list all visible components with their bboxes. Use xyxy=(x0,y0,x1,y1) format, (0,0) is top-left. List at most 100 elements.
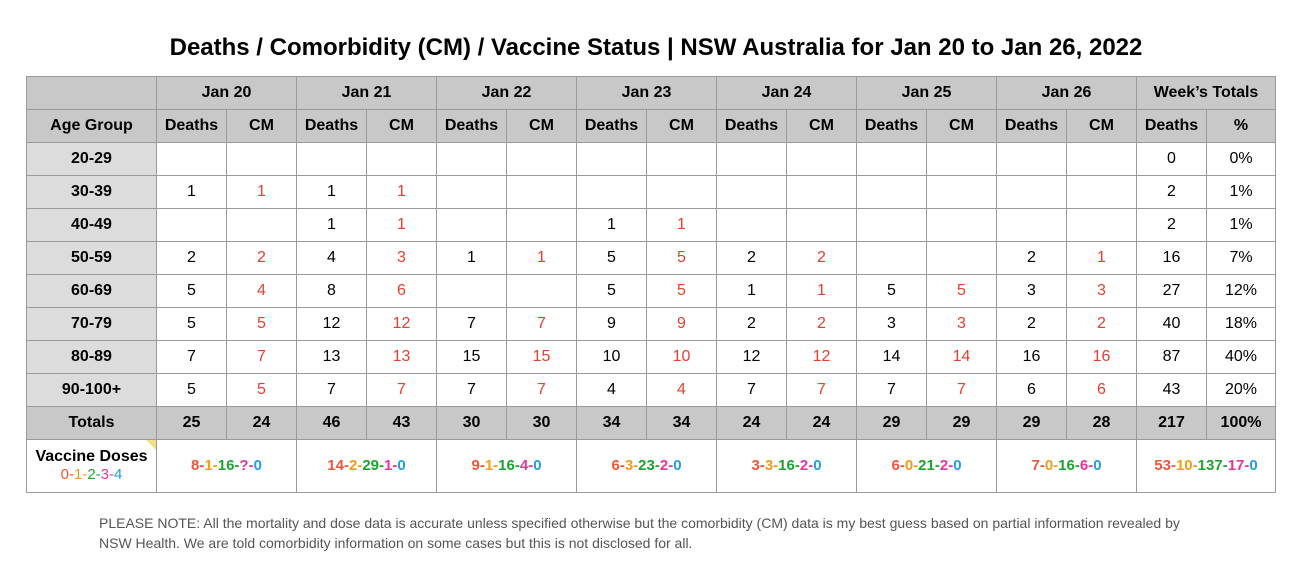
deaths-cell: 10 xyxy=(576,340,647,374)
deaths-cell xyxy=(576,175,647,209)
dose-separator: - xyxy=(1222,457,1228,474)
dose-count-4: 0 xyxy=(533,457,542,474)
vaccine-doses-label: Vaccine Doses xyxy=(35,448,148,465)
dose-count-0: 8 xyxy=(191,457,200,474)
cm-cell: 1 xyxy=(366,208,437,242)
cm-cell xyxy=(1066,208,1137,242)
deaths-total-cell: 30 xyxy=(436,406,507,440)
deaths-cell: 7 xyxy=(716,373,787,407)
cm-total-cell: 30 xyxy=(506,406,577,440)
deaths-header: Deaths xyxy=(996,109,1067,143)
table-row: 20-29 0 0% xyxy=(26,142,1277,176)
deaths-cell xyxy=(436,208,507,242)
deaths-cell: 5 xyxy=(576,274,647,308)
week-deaths-cell: 16 xyxy=(1136,241,1207,275)
dose-separator: - xyxy=(493,457,499,474)
deaths-cell: 1 xyxy=(716,274,787,308)
cm-total-cell: 24 xyxy=(786,406,857,440)
dose-separator: - xyxy=(619,457,625,474)
dose-count-3: 6 xyxy=(1079,457,1089,474)
dose-count-4: 0 xyxy=(813,457,822,474)
deaths-cell: 16 xyxy=(996,340,1067,374)
dose-count-0: 9 xyxy=(471,457,480,474)
dose-count-0: 6 xyxy=(611,457,620,474)
dose-count-3: 2 xyxy=(659,457,669,474)
deaths-cell: 4 xyxy=(576,373,647,407)
cm-cell: 1 xyxy=(366,175,437,209)
cm-cell: 2 xyxy=(786,307,857,341)
deaths-header: Deaths xyxy=(1136,109,1207,143)
dose-separator: - xyxy=(913,457,919,474)
dose-separator: - xyxy=(1074,457,1080,474)
dose-count-2: 16 xyxy=(1058,457,1075,474)
age-group-cell: 20-29 xyxy=(26,142,157,176)
cm-cell: 4 xyxy=(226,274,297,308)
cm-cell xyxy=(786,208,857,242)
dose-separator: - xyxy=(528,457,534,474)
cm-cell: 5 xyxy=(226,307,297,341)
deaths-cell: 5 xyxy=(156,274,227,308)
dose-count-4: 0 xyxy=(673,457,682,474)
day-dose-breakdown: 8-1-16-?-0 xyxy=(191,457,262,474)
deaths-header: Deaths xyxy=(716,109,787,143)
cm-cell: 16 xyxy=(1066,340,1137,374)
week-pct-cell: 1% xyxy=(1205,175,1277,209)
cm-cell: 5 xyxy=(646,241,717,275)
cm-cell xyxy=(506,208,577,242)
cm-cell xyxy=(926,175,997,209)
deaths-cell: 7 xyxy=(156,340,227,374)
date-header: Jan 21 xyxy=(296,76,437,110)
dose-count-1: 2 xyxy=(348,457,358,474)
cm-cell xyxy=(226,208,297,242)
dose-count-4: 0 xyxy=(1249,457,1258,474)
cm-cell: 12 xyxy=(786,340,857,374)
comment-marker-icon xyxy=(146,440,156,450)
dose-count-1: 0 xyxy=(1044,457,1054,474)
cm-cell: 5 xyxy=(926,274,997,308)
dose-count-4: 0 xyxy=(253,457,262,474)
deaths-cell xyxy=(716,208,787,242)
cm-header: CM xyxy=(366,109,437,143)
cm-cell xyxy=(926,208,997,242)
cm-cell xyxy=(926,241,997,275)
vaccine-doses-label-cell: Vaccine Doses 0-1-2-3-4 xyxy=(26,439,157,493)
deaths-total-cell: 29 xyxy=(996,406,1067,440)
dose-count-2: 23 xyxy=(638,457,655,474)
deaths-cell: 14 xyxy=(856,340,927,374)
week-vaccine-doses-cell: 53-10-137-17-0 xyxy=(1135,439,1277,493)
dose-count-3: 17 xyxy=(1227,457,1245,474)
week-pct-cell: 1% xyxy=(1205,208,1277,242)
dose-separator: - xyxy=(248,457,254,474)
cm-total-cell: 43 xyxy=(366,406,437,440)
table-row: 70-79 5 5 12 12 7 7 9 9 2 2 3 3 2 2 40 18% xyxy=(26,307,1277,341)
footnote: PLEASE NOTE: All the mortality and dose … xyxy=(99,515,1180,551)
dose-count-0: 3 xyxy=(751,457,760,474)
age-group-cell: 70-79 xyxy=(26,307,157,341)
deaths-cell: 8 xyxy=(296,274,367,308)
dose-separator: - xyxy=(479,457,485,474)
week-deaths-cell: 2 xyxy=(1136,208,1207,242)
week-totals-header: Week’s Totals xyxy=(1135,76,1277,110)
dose-count-0: 53 xyxy=(1154,457,1171,474)
dose-count-1: 1 xyxy=(73,466,83,483)
week-pct-cell: 7% xyxy=(1205,241,1277,275)
deaths-cell xyxy=(996,208,1067,242)
week-pct-cell: 0% xyxy=(1205,142,1277,176)
cm-cell: 3 xyxy=(366,241,437,275)
cm-cell xyxy=(786,142,857,176)
date-header: Jan 25 xyxy=(856,76,997,110)
cm-cell: 6 xyxy=(1066,373,1137,407)
deaths-total-cell: 46 xyxy=(296,406,367,440)
cm-header: CM xyxy=(786,109,857,143)
cm-cell xyxy=(226,142,297,176)
dose-count-2: 2 xyxy=(87,466,96,483)
deaths-cell: 1 xyxy=(296,175,367,209)
deaths-cell xyxy=(296,142,367,176)
dose-separator: - xyxy=(95,466,101,483)
week-deaths-cell: 27 xyxy=(1136,274,1207,308)
deaths-cell xyxy=(156,208,227,242)
cm-cell: 2 xyxy=(786,241,857,275)
dose-separator: - xyxy=(668,457,674,474)
date-header: Jan 26 xyxy=(996,76,1137,110)
dose-count-1: 1 xyxy=(204,457,213,474)
